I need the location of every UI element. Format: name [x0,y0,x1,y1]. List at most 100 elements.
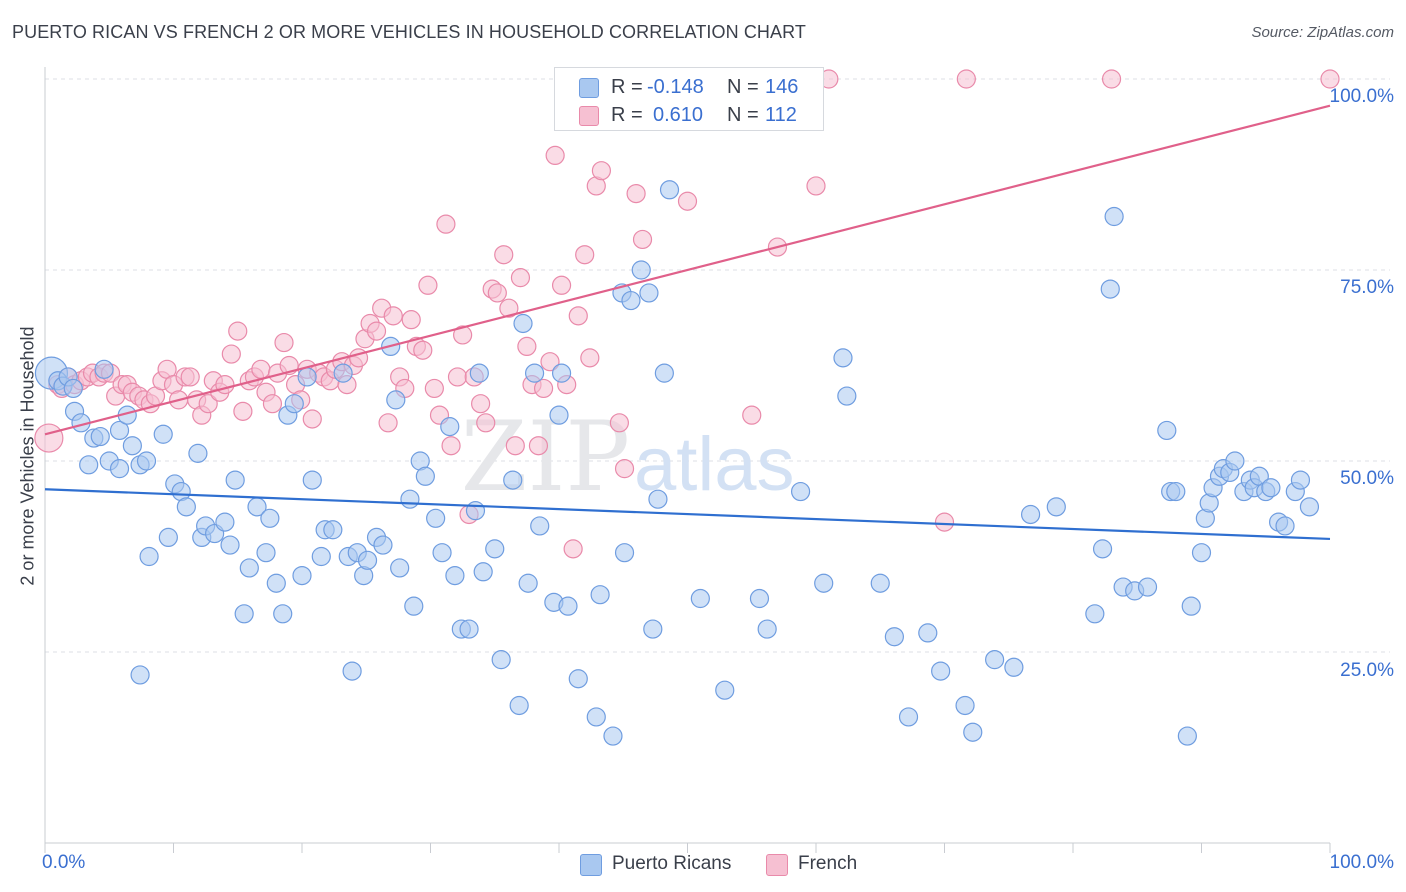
puerto-rican-point [415,466,435,486]
french-point [251,359,271,379]
french-point [505,436,525,456]
puerto-rican-point [814,573,834,593]
puerto-rican-point [524,363,545,383]
puerto-rican-point [590,585,610,605]
stats-legend: R = -0.148 N = 146 R = 0.610 N = 112 [554,67,824,131]
french-point [609,413,629,433]
legend-swatch-blue [580,854,602,876]
puerto-rican-point [558,596,578,616]
puerto-rican-point [109,459,130,479]
puerto-rican-point [918,623,938,643]
french-point [441,436,461,456]
puerto-rican-point [302,470,322,490]
french-point [934,512,955,532]
legend-row-french: R = 0.610 N = 112 [555,102,823,130]
puerto-rican-point [1137,577,1158,597]
puerto-rican-point [963,722,983,742]
puerto-rican-point [1100,279,1120,299]
puerto-rican-point [884,627,904,647]
french-point [228,321,248,341]
source-label: Source: ZipAtlas.com [1251,24,1394,41]
puerto-rican-point [1046,497,1066,517]
french-point [424,378,444,399]
puerto-rican-point [1225,451,1245,471]
puerto-rican-point [603,726,623,746]
puerto-rican-point [445,565,465,586]
french-point [806,176,826,196]
puerto-rican-point [898,707,919,727]
french-point [34,423,64,453]
french-point [180,367,200,387]
puerto-rican-point [749,588,770,609]
puerto-rican-point [440,417,460,437]
french-trend-line [44,104,1331,436]
puerto-rican-point [234,604,254,624]
puerto-rican-point [94,359,114,379]
gridlines [45,78,1390,653]
french-point [198,394,218,414]
y-tick-label: 100.0% [1329,86,1394,107]
puerto-rican-point [643,619,663,639]
french-point [956,69,976,89]
puerto-rican-point [432,543,452,563]
puerto-rican-point [357,550,378,570]
puerto-rican-point [690,588,710,609]
puerto-rican-point [292,565,312,586]
french-point [533,378,554,399]
french-point [233,401,253,421]
puerto-rican-point [1166,481,1186,502]
puerto-rican-point [400,489,420,509]
puerto-rican-point [63,378,83,399]
french-point [378,413,398,433]
puerto-rican-point [1092,539,1113,559]
puerto-rican-point [568,669,588,689]
french-point [575,245,595,265]
puerto-rican-point [931,661,951,681]
puerto-rican-point [158,527,178,548]
puerto-rican-point [1104,206,1124,227]
legend-swatch-blue [579,78,599,98]
puerto-rican-point [715,680,735,700]
puerto-rican-point [256,543,276,563]
french-point [742,405,762,425]
french-point [302,409,322,429]
french-point [677,191,698,211]
y-tick-label: 75.0% [1340,277,1394,298]
puerto-rican-point [985,650,1005,670]
puerto-rican-point [333,363,353,383]
puerto-rican-point [386,390,406,410]
french-point [499,298,519,318]
puerto-rican-point [426,508,446,528]
y-tick-label: 25.0% [1340,660,1394,681]
french-point [221,344,241,364]
puerto-rican-points [34,180,1320,746]
puerto-rican-point [79,455,99,475]
puerto-rican-point [139,546,159,567]
puerto-rican-point [215,512,235,532]
puerto-rican-point [390,558,410,578]
french-point [447,367,468,387]
axes [44,67,1331,853]
puerto-rican-point [284,394,304,414]
puerto-rican-point [1275,516,1295,536]
puerto-rican-point [757,619,777,639]
french-point [614,459,635,479]
french-point [545,145,565,165]
puerto-rican-point [239,558,259,578]
french-point [626,184,646,204]
puerto-rican-point [549,405,569,425]
puerto-rican-point [513,313,533,334]
legend-n-label: N = [727,104,759,126]
french-point [1101,69,1122,89]
puerto-rican-point [1085,604,1105,624]
puerto-rican-point [136,451,157,471]
legend-r-value: -0.148 [647,76,704,98]
puerto-rican-point [955,695,975,716]
legend-swatch-pink [579,106,599,126]
legend-n-value: 112 [765,104,797,126]
puerto-rican-point [90,426,110,447]
french-point [476,413,496,433]
legend-swatch-pink [766,854,788,876]
puerto-rican-point [1191,543,1212,563]
puerto-rican-point [586,707,606,727]
